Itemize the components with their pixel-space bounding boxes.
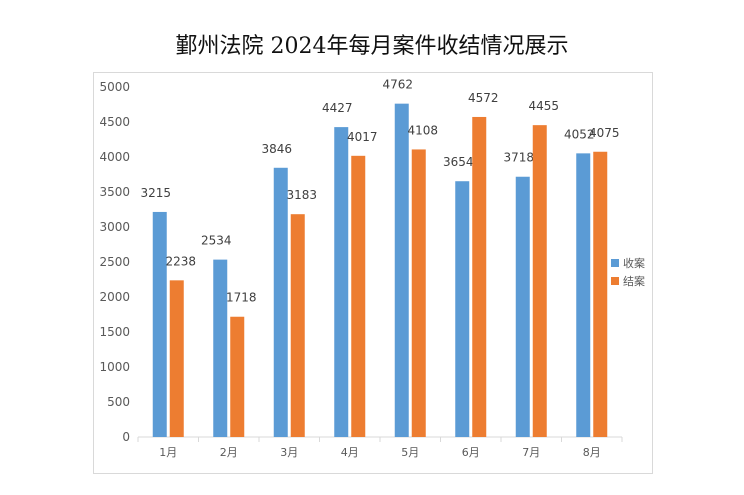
legend-swatch	[611, 277, 619, 285]
y-tick-label: 4000	[99, 150, 130, 164]
bar-series2	[169, 280, 184, 437]
legend-swatch	[611, 259, 619, 267]
data-label: 2238	[165, 254, 196, 268]
data-label: 4108	[407, 123, 438, 137]
bar-series2	[290, 214, 305, 437]
bar-series1	[394, 103, 409, 437]
data-label: 4762	[382, 78, 413, 92]
data-label: 4017	[347, 130, 378, 144]
x-tick-label: 8月	[583, 446, 601, 459]
data-label: 4052	[564, 127, 595, 141]
data-label: 4075	[589, 126, 620, 140]
bar-series2	[351, 155, 366, 437]
bar-series2	[472, 116, 487, 438]
bar-series1	[213, 259, 228, 437]
data-label: 4455	[528, 99, 559, 113]
data-label: 3718	[503, 151, 534, 165]
y-tick-label: 4500	[99, 115, 130, 129]
x-tick-label: 2月	[220, 446, 238, 459]
data-label: 3215	[140, 186, 171, 200]
y-tick-label: 5000	[99, 80, 130, 94]
bar-series2	[593, 151, 608, 437]
x-tick-label: 6月	[462, 446, 480, 459]
data-label: 4427	[322, 101, 353, 115]
bar-series1	[152, 211, 167, 437]
y-tick-label: 2000	[99, 290, 130, 304]
x-tick-label: 3月	[280, 446, 298, 459]
y-tick-label: 1500	[99, 325, 130, 339]
legend-label: 收案	[623, 256, 645, 270]
bar-series2	[532, 125, 547, 438]
chart-area	[93, 72, 653, 474]
x-tick-label: 7月	[522, 446, 540, 459]
y-tick-label: 1000	[99, 360, 130, 374]
x-tick-label: 5月	[401, 446, 419, 459]
y-tick-label: 2500	[99, 255, 130, 269]
y-tick-label: 500	[107, 395, 130, 409]
bar-series2	[411, 149, 426, 437]
data-label: 3183	[286, 188, 317, 202]
y-tick-label: 0	[122, 430, 130, 444]
bar-series1	[515, 176, 530, 438]
bar-series1	[576, 153, 591, 438]
legend-label: 结案	[623, 274, 645, 288]
bar-series2	[230, 316, 245, 437]
data-label: 1718	[226, 291, 257, 305]
bar-series1	[273, 167, 288, 437]
data-label: 3654	[443, 155, 474, 169]
x-tick-label: 4月	[341, 446, 359, 459]
chart-title: 鄞州法院 2024年每月案件收结情况展示	[175, 34, 569, 59]
data-label: 4572	[468, 91, 499, 105]
x-tick-label: 1月	[159, 446, 177, 459]
y-tick-label: 3500	[99, 185, 130, 199]
bar-series1	[455, 181, 470, 437]
data-label: 2534	[201, 234, 232, 248]
y-tick-label: 3000	[99, 220, 130, 234]
bar-series1	[334, 127, 349, 438]
data-label: 3846	[261, 142, 292, 156]
